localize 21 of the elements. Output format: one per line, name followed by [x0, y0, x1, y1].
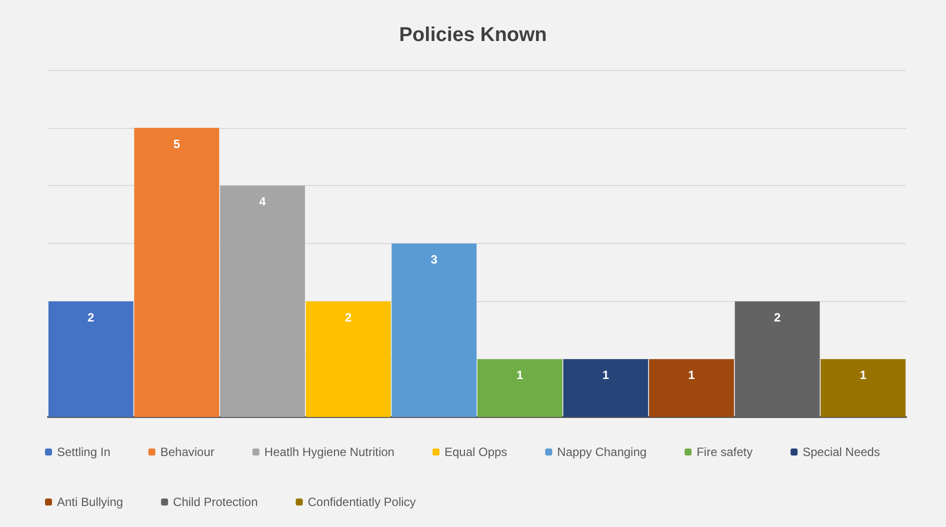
legend-label: Heatlh Hygiene Nutrition — [264, 445, 394, 459]
legend-label: Behaviour — [160, 445, 214, 459]
legend-label: Special Needs — [802, 445, 880, 459]
legend-label: Confidentiatly Policy — [308, 495, 416, 509]
data-label: 2 — [344, 310, 352, 324]
data-label: 1 — [516, 368, 524, 382]
data-label: 1 — [602, 368, 610, 382]
legend-label: Settling In — [57, 445, 110, 459]
legend-label: Equal Opps — [444, 445, 508, 459]
data-label: 2 — [88, 310, 95, 324]
legend-label: Fire safety — [696, 445, 753, 459]
data-label: 4 — [259, 194, 266, 209]
legend-label: Nappy Changing — [557, 445, 647, 459]
data-label: 5 — [173, 136, 180, 151]
chart-title: Policies Known — [399, 24, 547, 46]
data-label: 1 — [860, 368, 867, 382]
data-label: 1 — [688, 368, 696, 382]
legend-label: Child Protection — [173, 495, 258, 509]
data-label: 2 — [774, 310, 781, 324]
data-label: 3 — [430, 252, 438, 266]
legend-label: Anti Bullying — [57, 495, 124, 509]
